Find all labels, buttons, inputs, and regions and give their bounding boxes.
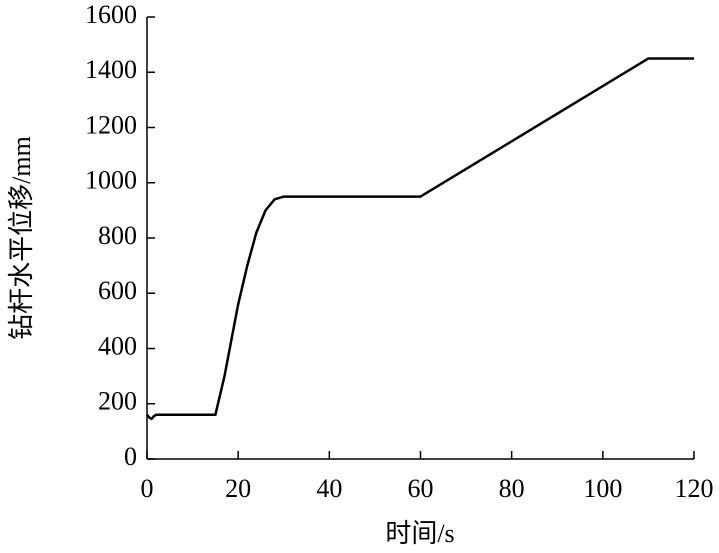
x-axis-label: 时间/s <box>385 519 454 548</box>
x-tick-label: 40 <box>316 474 342 503</box>
y-tick-label: 600 <box>98 276 137 305</box>
x-tick-label: 120 <box>675 474 714 503</box>
x-tick-label: 20 <box>225 474 251 503</box>
x-tick-label: 0 <box>141 474 154 503</box>
y-tick-label: 400 <box>98 331 137 360</box>
data-line <box>146 57 694 421</box>
x-tick-label: 60 <box>408 474 434 503</box>
y-tick-label: 200 <box>98 387 137 416</box>
y-tick-label: 1600 <box>85 0 137 29</box>
y-tick-label: 800 <box>98 221 137 250</box>
y-tick-label: 1000 <box>85 166 137 195</box>
y-axis-label: 钻杆水平位移/mm <box>7 136 36 340</box>
x-tick-label: 80 <box>499 474 525 503</box>
y-tick-label: 1200 <box>85 110 137 139</box>
y-tick-label: 1400 <box>85 55 137 84</box>
x-tick-label: 100 <box>583 474 622 503</box>
y-tick-label: 0 <box>124 442 137 471</box>
